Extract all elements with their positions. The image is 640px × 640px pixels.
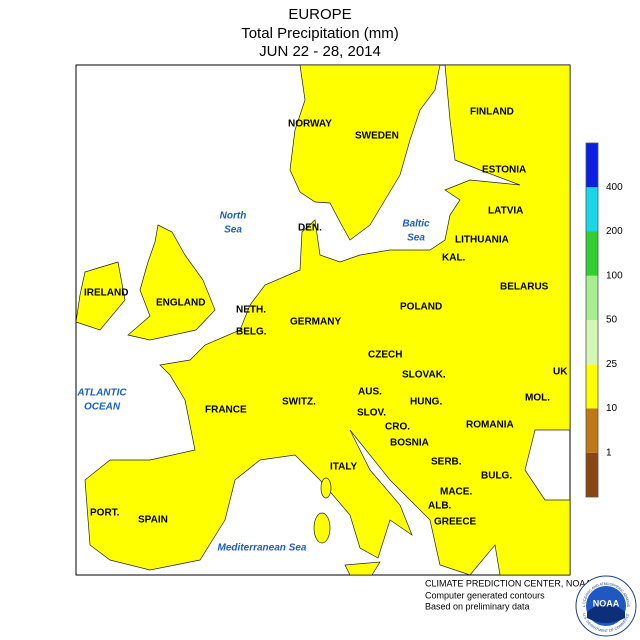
country-label: GREECE bbox=[434, 517, 477, 528]
country-label: FINLAND bbox=[470, 107, 514, 118]
credit: Computer generated contours bbox=[425, 590, 545, 600]
country-label: KAL. bbox=[442, 253, 466, 264]
credit: Based on preliminary data bbox=[425, 601, 530, 611]
sea-label: ATLANTIC bbox=[76, 388, 127, 399]
country-label: SWEDEN bbox=[355, 131, 399, 142]
country-label: ESTONIA bbox=[482, 165, 526, 176]
country-label: IRELAND bbox=[84, 288, 128, 299]
country-label: NORWAY bbox=[288, 119, 332, 130]
legend-swatch bbox=[586, 408, 598, 453]
country-label: DEN. bbox=[298, 223, 322, 234]
country-label: ROMANIA bbox=[466, 420, 514, 431]
country-label: CRO. bbox=[385, 422, 410, 433]
country-label: ITALY bbox=[330, 462, 358, 473]
period: JUN 22 - 28, 2014 bbox=[259, 43, 381, 60]
country-label: HUNG. bbox=[410, 397, 442, 408]
map bbox=[76, 65, 570, 575]
country-labels: NORWAY SWEDEN FINLAND ESTONIA LATVIA DEN… bbox=[84, 107, 568, 528]
legend-swatch bbox=[586, 320, 598, 365]
title: EUROPE bbox=[288, 6, 351, 23]
country-label: GERMANY bbox=[290, 317, 341, 328]
legend-tick-label: 200 bbox=[606, 226, 623, 237]
country-label: LITHUANIA bbox=[455, 235, 509, 246]
country-label: POLAND bbox=[400, 302, 442, 313]
country-label: NETH. bbox=[236, 305, 266, 316]
legend-tick-label: 100 bbox=[606, 270, 623, 281]
credit: CLIMATE PREDICTION CENTER, NOAA bbox=[425, 578, 591, 588]
legend-swatch bbox=[586, 452, 598, 497]
legend-tick-label: 400 bbox=[606, 182, 623, 193]
country-label: ENGLAND bbox=[156, 298, 205, 309]
sea-label: OCEAN bbox=[84, 402, 121, 413]
legend-tick-label: 25 bbox=[606, 359, 618, 370]
country-label: BULG. bbox=[481, 471, 512, 482]
country-label: PORT. bbox=[90, 508, 120, 519]
sea-label: North bbox=[220, 211, 247, 222]
legend-border bbox=[585, 142, 599, 498]
country-label: SERB. bbox=[431, 457, 462, 468]
country-label: BELG. bbox=[236, 327, 267, 338]
logo-text: NOAA bbox=[593, 598, 620, 608]
country-label: UK bbox=[553, 367, 568, 378]
legend-tick-label: 1 bbox=[606, 447, 612, 458]
sea-label: Baltic bbox=[402, 219, 430, 230]
country-label: ALB. bbox=[428, 501, 452, 512]
country-label: MACE. bbox=[440, 487, 472, 498]
country-label: LATVIA bbox=[488, 206, 523, 217]
country-label: AUS. bbox=[358, 387, 382, 398]
legend-tick-label: 50 bbox=[606, 315, 618, 326]
country-label: BELARUS bbox=[500, 282, 549, 293]
subtitle: Total Precipitation (mm) bbox=[241, 25, 399, 42]
country-label: MOL. bbox=[525, 393, 550, 404]
legend-swatch bbox=[586, 231, 598, 276]
legend-swatch bbox=[586, 187, 598, 232]
country-label: SLOVAK. bbox=[402, 370, 446, 381]
legend-swatch bbox=[586, 364, 598, 409]
country-label: SWITZ. bbox=[282, 397, 316, 408]
sea-label: Mediterranean Sea bbox=[218, 543, 307, 554]
country-label: CZECH bbox=[368, 350, 402, 361]
sea-label: Sea bbox=[407, 233, 425, 244]
legend-swatch bbox=[586, 143, 598, 188]
legend: 1 10 25 50 100 200 400 bbox=[585, 142, 623, 498]
country-label: FRANCE bbox=[205, 405, 247, 416]
sea-labels: North Sea Baltic Sea ATLANTIC OCEAN Medi… bbox=[76, 211, 430, 554]
sea-label: Sea bbox=[224, 225, 242, 236]
country-label: BOSNIA bbox=[390, 438, 429, 449]
legend-swatch bbox=[586, 275, 598, 320]
country-label: SLOV. bbox=[357, 408, 386, 419]
legend-tick-label: 10 bbox=[606, 403, 618, 414]
logo-wave bbox=[587, 604, 625, 623]
country-label: SPAIN bbox=[138, 515, 168, 526]
